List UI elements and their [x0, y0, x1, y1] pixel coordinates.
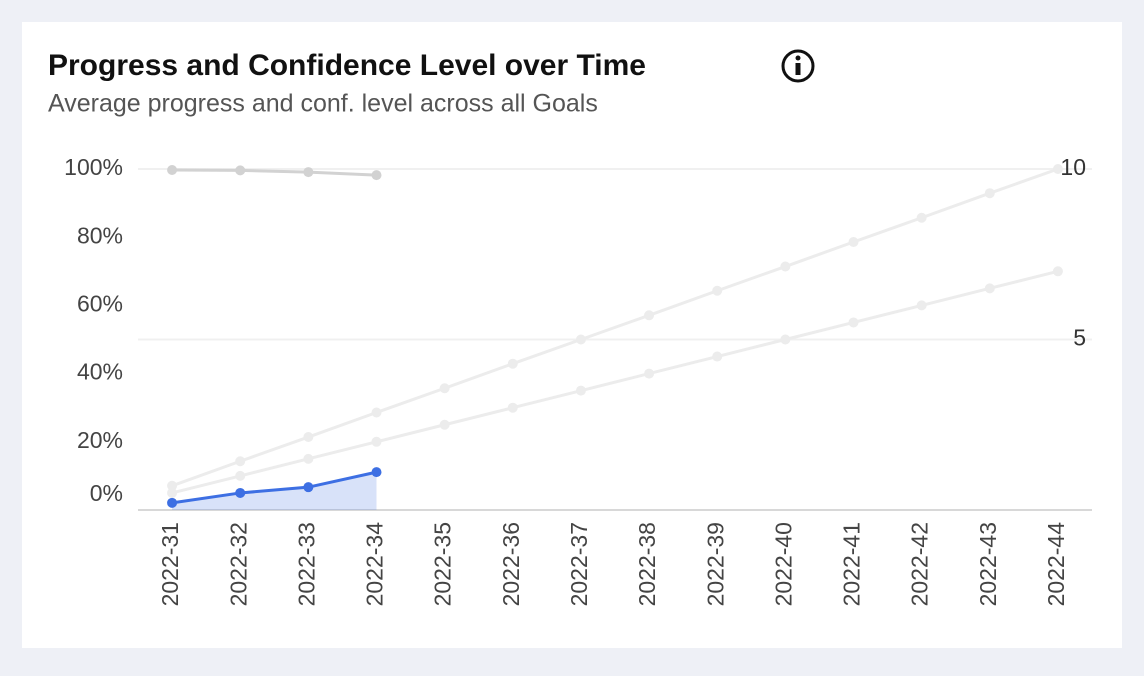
point — [167, 487, 178, 498]
point — [575, 334, 586, 345]
point — [371, 170, 382, 181]
y-tick-label: 80% — [77, 222, 123, 248]
point — [439, 419, 450, 430]
x-tick-label: 2022-33 — [293, 522, 319, 606]
card-background — [22, 22, 1122, 648]
point — [167, 497, 178, 508]
x-tick-label: 2022-35 — [430, 522, 456, 606]
point — [371, 407, 382, 418]
point — [507, 402, 518, 413]
line — [172, 168, 377, 177]
x-tick-label: 2022-44 — [1043, 522, 1069, 607]
y-tick-label: 20% — [77, 427, 123, 453]
point — [984, 283, 995, 294]
x-tick-label: 2022-39 — [702, 522, 728, 606]
info-icon[interactable] — [781, 49, 815, 83]
point — [235, 487, 246, 498]
point — [439, 383, 450, 394]
x-tick-label: 2022-41 — [839, 522, 865, 606]
y-tick-label: 100% — [64, 154, 123, 180]
x-tick-label: 2022-42 — [907, 522, 933, 606]
point — [780, 261, 791, 272]
point — [712, 285, 723, 296]
x-tick-label: 2022-36 — [498, 522, 524, 606]
point — [848, 317, 859, 328]
chart-title: Progress and Confidence Level over Time — [48, 49, 646, 82]
y2-tick-label: 5 — [1073, 325, 1086, 351]
x-tick-label: 2022-38 — [634, 522, 660, 606]
x-tick-label: 2022-31 — [157, 522, 183, 606]
point — [371, 436, 382, 447]
y-tick-label: 0% — [90, 480, 123, 506]
line — [171, 167, 1059, 488]
line — [171, 470, 377, 505]
point — [1052, 266, 1063, 277]
point — [167, 165, 178, 176]
point — [780, 334, 791, 345]
point — [303, 453, 314, 464]
point — [644, 368, 655, 379]
line — [171, 269, 1059, 495]
point — [848, 236, 859, 247]
x-tick-label: 2022-34 — [362, 522, 388, 607]
point — [235, 165, 246, 176]
point — [916, 300, 927, 311]
point — [1052, 164, 1063, 174]
x-tick-label: 2022-37 — [566, 522, 592, 606]
y-tick-label: 40% — [77, 359, 123, 385]
point — [235, 470, 246, 481]
point — [984, 188, 995, 199]
x-tick-label: 2022-32 — [225, 522, 251, 606]
point — [303, 167, 314, 178]
point — [712, 351, 723, 362]
chart-subtitle: Average progress and conf. level across … — [48, 90, 598, 118]
point — [644, 310, 655, 321]
x-tick-label: 2022-40 — [770, 522, 796, 606]
point — [167, 480, 178, 491]
point — [303, 482, 314, 493]
point — [575, 385, 586, 396]
y2-tick-label: 10 — [1060, 154, 1086, 180]
point — [507, 358, 518, 369]
point — [303, 432, 314, 443]
point — [235, 456, 246, 467]
y-tick-label: 60% — [77, 290, 123, 316]
point — [371, 467, 382, 478]
point — [916, 212, 927, 223]
x-tick-label: 2022-43 — [975, 522, 1001, 606]
